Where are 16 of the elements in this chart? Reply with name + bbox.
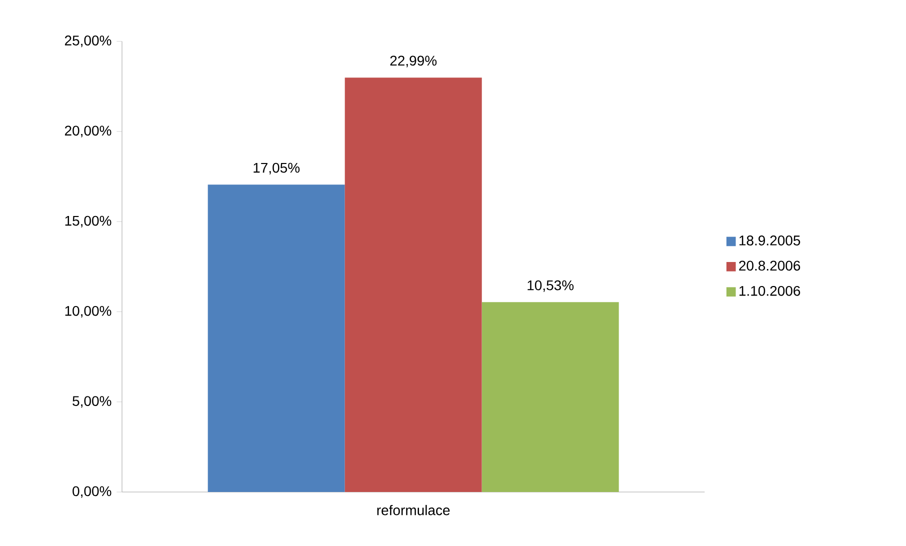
y-tick-label: 20,00% — [64, 126, 112, 138]
legend-label: 20.8.2006 — [739, 260, 800, 271]
legend-label: 1.10.2006 — [739, 286, 800, 296]
x-tick-label: reformulace — [377, 504, 450, 516]
y-tick-label: 0,00% — [72, 486, 112, 498]
y-tick-label: 5,00% — [72, 396, 112, 408]
y-tick-label: 25,00% — [64, 36, 112, 48]
bar — [208, 184, 345, 492]
data-label: 17,05% — [254, 162, 300, 174]
legend-label: 18.9.2005 — [739, 236, 800, 246]
y-tick-label: 10,00% — [65, 306, 112, 318]
data-label: 10,53% — [528, 280, 574, 292]
bar — [344, 78, 482, 492]
y-tick-label: 15,00% — [65, 216, 112, 228]
data-label: 22,99% — [390, 56, 437, 68]
bar — [482, 302, 619, 492]
